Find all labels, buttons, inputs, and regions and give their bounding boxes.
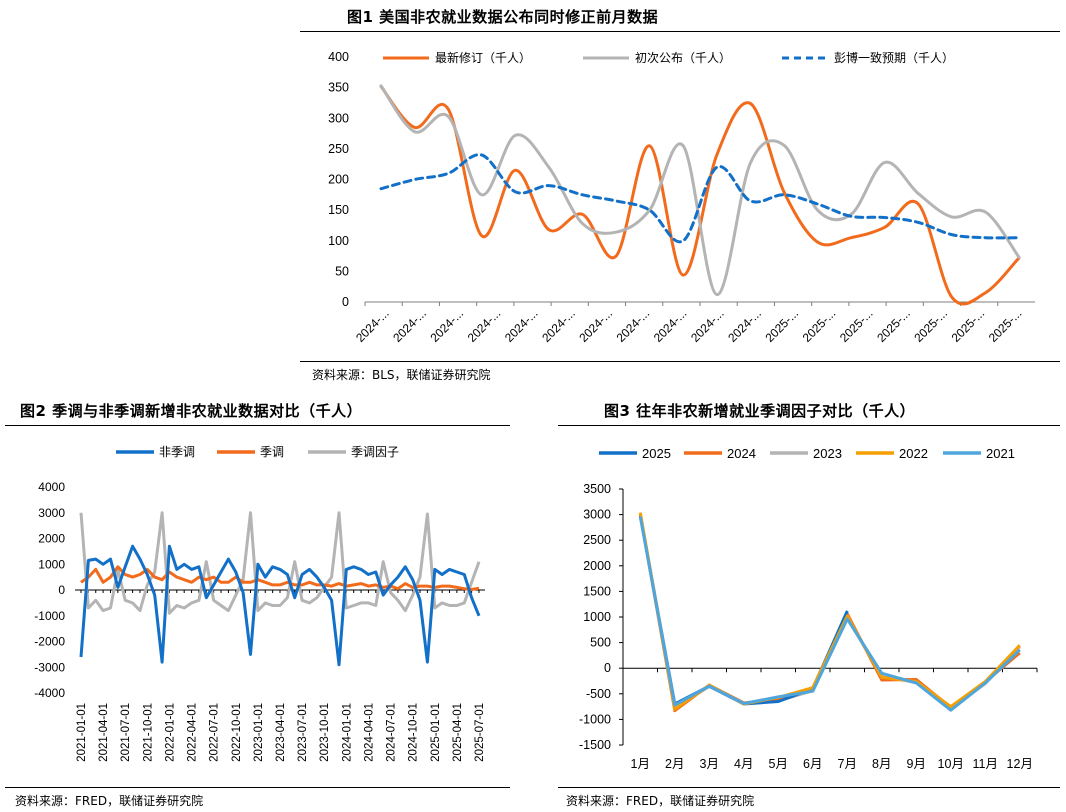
y-tick-label: 0 — [604, 661, 611, 675]
x-tick-label: 2023-07-01 — [297, 703, 309, 762]
x-tick-label: 5月 — [769, 757, 788, 771]
y-tick-label: 0 — [342, 295, 349, 309]
x-tick-label: 2022-04-01 — [187, 703, 199, 762]
series-line-2023 — [638, 513, 1021, 710]
x-tick-label: 3月 — [700, 757, 719, 771]
legend-label: 2024 — [727, 446, 756, 461]
y-tick-label: -2000 — [34, 635, 65, 649]
x-tick-label: 2025-01-01 — [430, 703, 442, 762]
legend-label: 季调 — [260, 445, 284, 459]
legend-label: 2023 — [813, 446, 842, 461]
x-tick-label: 2021-10-01 — [142, 703, 154, 762]
x-tick-label: 12月 — [1007, 757, 1033, 771]
x-tick-label: 2021-04-01 — [98, 703, 110, 762]
figure1-title: 图1 美国非农就业数据公布同时修正前月数据 — [347, 8, 659, 26]
x-tick-label: 8月 — [872, 757, 891, 771]
x-tick-label: 2023-01-01 — [253, 703, 265, 762]
legend-label: 季调因子 — [351, 445, 399, 459]
figure1-bottom-rule — [300, 361, 1060, 362]
y-tick-label: 100 — [328, 234, 349, 248]
x-tick-label: 2024-10-01 — [408, 703, 420, 762]
y-tick-label: -500 — [586, 687, 611, 701]
series-line-2024 — [638, 514, 1021, 713]
figure3-title: 图3 往年非农新增就业季调因子对比（千人） — [604, 402, 916, 420]
figure1-top-rule — [300, 31, 1060, 32]
x-tick-label: 2024-07-01 — [386, 703, 398, 762]
figure2-top-rule — [5, 425, 510, 426]
legend-label: 彭博一致预期（千人） — [834, 50, 954, 65]
x-tick-label: 2022-10-01 — [231, 703, 243, 762]
legend-label: 2021 — [986, 446, 1015, 461]
figure3-top-rule — [558, 425, 1060, 426]
y-tick-label: 350 — [328, 81, 349, 95]
x-tick-label: 2021-07-01 — [120, 703, 132, 762]
y-tick-label: 1000 — [38, 557, 65, 571]
y-tick-label: -3000 — [34, 660, 65, 674]
x-tick-label: 2022-07-01 — [209, 703, 221, 762]
x-tick-label: 2024-01-01 — [341, 703, 353, 762]
x-tick-label: 2025-04-01 — [452, 703, 464, 762]
y-tick-label: 1500 — [583, 584, 611, 598]
y-tick-label: 3500 — [583, 482, 611, 496]
series-line-2022 — [638, 512, 1021, 711]
x-tick-label: 10月 — [938, 757, 964, 771]
series-line-1 — [79, 544, 481, 667]
x-tick-label: 11月 — [973, 757, 998, 771]
series-line-3 — [79, 511, 481, 615]
x-tick-label: 2月 — [665, 757, 684, 771]
x-tick-label: 2023-04-01 — [275, 703, 287, 762]
y-tick-label: 0 — [58, 583, 65, 597]
y-tick-label: 2500 — [583, 533, 611, 547]
x-tick-label: 7月 — [838, 757, 857, 771]
x-tick-label: 2023-10-01 — [319, 703, 331, 762]
series-line-3 — [379, 153, 1021, 244]
series-line-2025 — [638, 515, 849, 706]
y-tick-label: 50 — [335, 264, 349, 278]
x-tick-label: 9月 — [907, 757, 926, 771]
legend-label: 初次公布（千人） — [635, 51, 731, 65]
y-tick-label: 2000 — [38, 532, 65, 546]
x-tick-label: 4月 — [734, 757, 753, 771]
figure1-source: 资料来源：BLS，联储证券研究院 — [312, 368, 491, 382]
y-tick-label: 2000 — [583, 559, 611, 573]
figure3-bottom-rule — [558, 787, 1060, 788]
y-tick-label: -1500 — [579, 738, 611, 752]
series-line-2021 — [638, 516, 1021, 712]
y-tick-label: 250 — [328, 142, 349, 156]
y-tick-label: 4000 — [38, 480, 65, 494]
y-tick-label: 200 — [328, 173, 349, 187]
series-line-2 — [379, 84, 1021, 297]
figure2-title: 图2 季调与非季调新增非农就业数据对比（千人） — [20, 402, 363, 420]
y-tick-label: -1000 — [579, 712, 611, 726]
y-tick-label: 3000 — [583, 508, 611, 522]
x-tick-label: 2022-01-01 — [164, 703, 176, 762]
x-tick-label: 6月 — [803, 757, 822, 771]
figure2-source: 资料来源：FRED，联储证券研究院 — [15, 794, 204, 808]
series-line-1 — [379, 84, 1021, 306]
y-tick-label: 150 — [328, 203, 349, 217]
figure3-source: 资料来源：FRED，联储证券研究院 — [566, 794, 755, 808]
y-tick-label: 400 — [328, 50, 349, 64]
legend-label: 最新修订（千人） — [435, 50, 531, 65]
y-tick-label: 500 — [590, 636, 611, 650]
series-line-2 — [80, 565, 480, 591]
x-tick-label: 1月 — [631, 757, 650, 771]
figure2-bottom-rule — [5, 787, 510, 788]
y-tick-label: -4000 — [34, 686, 65, 700]
y-tick-label: 1000 — [583, 610, 611, 624]
y-tick-label: -1000 — [34, 609, 65, 623]
x-tick-label: 2025-07-01 — [474, 703, 486, 762]
y-tick-label: 300 — [328, 111, 349, 125]
x-tick-label: 2021-01-01 — [76, 703, 88, 762]
legend-label: 2025 — [642, 446, 671, 461]
x-tick-label: 2024-04-01 — [363, 703, 375, 762]
legend-label: 2022 — [899, 446, 928, 461]
y-tick-label: 3000 — [38, 506, 65, 520]
legend-label: 非季调 — [159, 445, 195, 459]
